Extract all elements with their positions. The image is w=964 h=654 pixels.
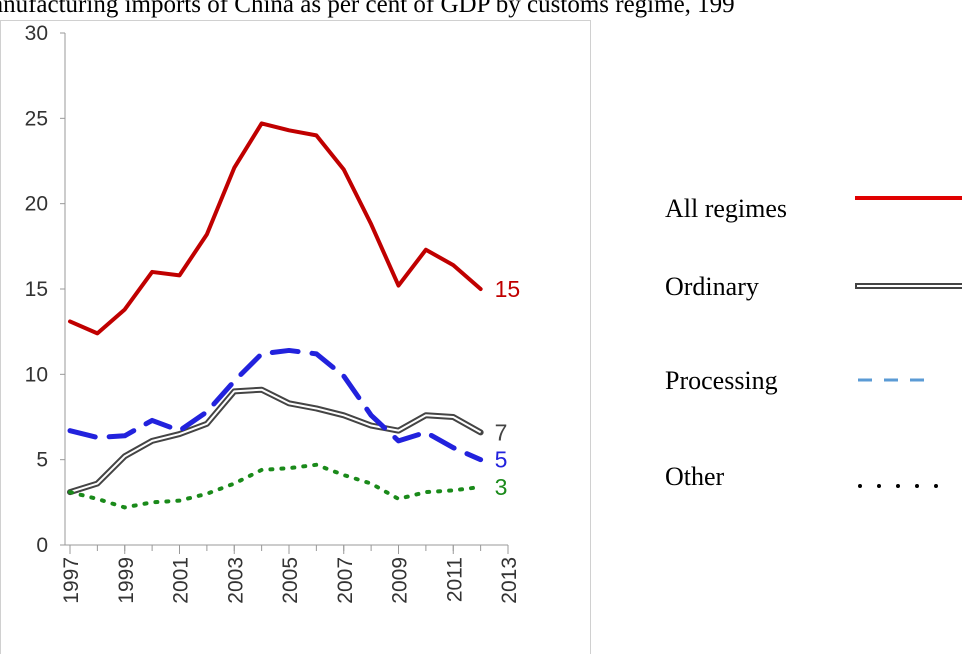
x-tick-label: 2009 [389, 557, 412, 604]
series-line [68, 121, 483, 336]
end-label: 5 [495, 447, 508, 473]
series-line [67, 347, 484, 463]
x-tick-label: 1997 [60, 557, 83, 604]
series-line-inner [69, 388, 482, 494]
x-tick-label: 2011 [443, 557, 466, 602]
y-tick-label: 0 [36, 534, 48, 557]
end-label: 15 [495, 276, 521, 302]
chart-frame [0, 20, 591, 654]
y-tick-label: 25 [25, 107, 48, 130]
series-line [67, 386, 484, 496]
series-line [68, 462, 483, 510]
legend-label: Ordinary [665, 272, 759, 301]
y-tick-label: 10 [25, 363, 48, 386]
legend-label: All regimes [665, 194, 787, 223]
y-tick-label: 15 [25, 278, 48, 301]
x-tick-label: 1999 [115, 557, 138, 604]
y-tick-label: 30 [25, 22, 48, 45]
end-label: 7 [495, 419, 508, 445]
x-tick-label: 2007 [334, 557, 357, 604]
x-tick-label: 2013 [498, 557, 521, 604]
legend-label: Other [665, 462, 725, 491]
x-tick-label: 2003 [224, 557, 247, 604]
legend-label: Processing [665, 366, 778, 395]
y-tick-label: 20 [25, 193, 48, 216]
x-tick-label: 2001 [170, 557, 193, 604]
end-label: 3 [495, 474, 508, 500]
x-tick-label: 2005 [279, 557, 302, 604]
chart-title: anufacturing imports of China as per cen… [0, 0, 735, 18]
y-tick-label: 5 [36, 449, 48, 472]
